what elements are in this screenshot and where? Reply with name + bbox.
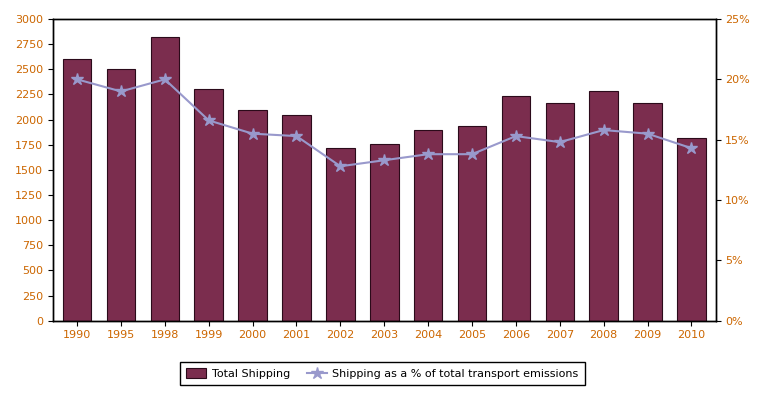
Bar (457, 126, 487, 321)
Legend: Total Shipping, Shipping as a % of total transport emissions: Total Shipping, Shipping as a % of total… (180, 362, 585, 386)
Bar (633, 103, 662, 321)
Bar (545, 103, 574, 321)
Bar (502, 96, 530, 321)
Bar (239, 109, 267, 321)
Bar (63, 59, 91, 321)
Bar (151, 37, 179, 321)
Bar (326, 148, 355, 321)
Bar (107, 69, 135, 321)
Bar (194, 89, 223, 321)
Bar (589, 91, 618, 321)
Bar (414, 130, 442, 321)
Bar (677, 138, 705, 321)
Bar (370, 144, 399, 321)
Bar (282, 115, 311, 321)
